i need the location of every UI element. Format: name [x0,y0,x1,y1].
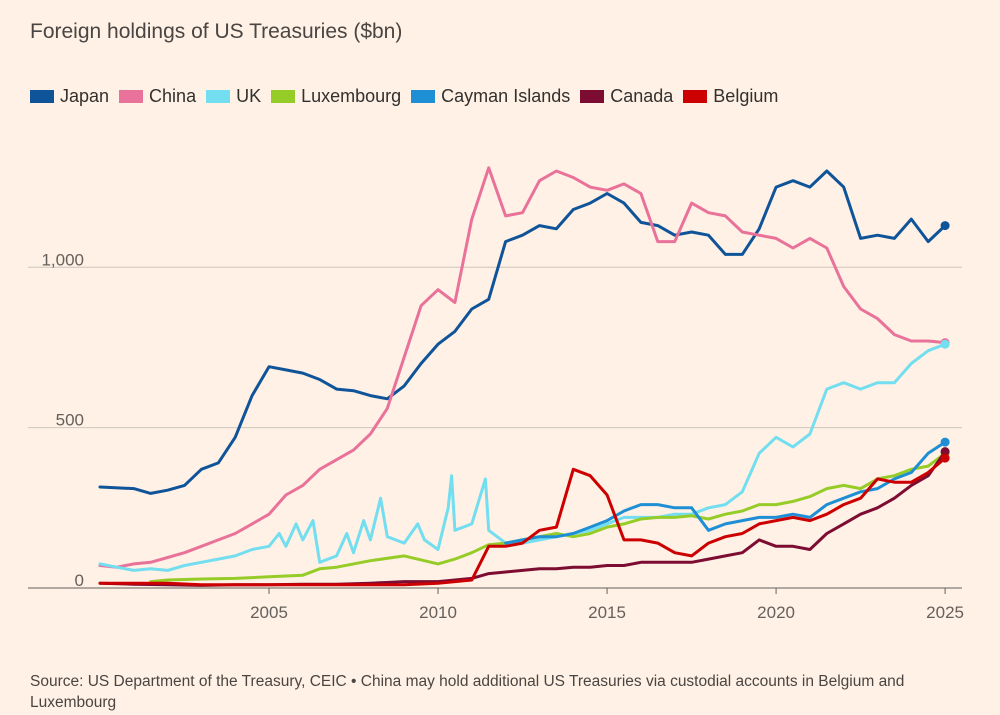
legend-swatch-japan [30,90,54,103]
x-tick-label: 2010 [419,603,457,622]
series-line-cayman-islands [504,440,947,545]
legend-label-china: China [149,86,197,106]
series-endpoint-canada [940,447,950,457]
y-tick-label: 500 [56,411,84,430]
legend-label-belgium: Belgium [713,86,779,106]
x-tick-label: 2020 [757,603,795,622]
legend-label-japan: Japan [60,86,110,106]
x-tick-label: 2005 [250,603,288,622]
series-line-china [98,166,947,569]
series-line-uk [98,342,947,572]
legend: Japan China UK Luxembourg Cayman Islands Cana… [30,86,788,107]
legend-label-uk: UK [236,86,262,106]
series-line-japan [98,169,947,495]
series-lines [98,166,950,587]
series-endpoint-belgium [940,453,950,463]
x-tick-label: 2025 [926,603,964,622]
legend-swatch-uk [206,90,231,103]
legend-item-canada: Canada [580,86,673,107]
x-tick-label: 2015 [588,603,626,622]
legend-swatch-luxembourg [271,90,296,103]
series-endpoint-uk [940,339,950,349]
legend-swatch-canada [580,90,605,103]
legend-swatch-china [119,90,144,103]
series-endpoint-cayman-islands [940,437,950,447]
series-line-belgium [98,456,947,587]
legend-item-belgium: Belgium [683,86,778,107]
y-axis-ticks: 0 500 1,000 [41,250,84,590]
y-tick-label: 0 [75,571,84,590]
series-endpoint-japan [940,221,950,231]
grid-lines [28,266,962,589]
y-tick-label: 1,000 [41,250,84,269]
legend-item-cayman-islands: Cayman Islands [411,86,570,107]
legend-swatch-belgium [683,90,708,103]
legend-label-luxembourg: Luxembourg [301,86,402,106]
legend-label-cayman-islands: Cayman Islands [441,86,571,106]
chart-title: Foreign holdings of US Treasuries ($bn) [30,20,403,43]
source-note: Source: US Department of the Treasury, C… [30,673,905,711]
x-axis-ticks: 2005 2010 2015 2020 2025 [250,588,964,622]
legend-item-uk: UK [206,86,261,107]
legend-item-luxembourg: Luxembourg [271,86,401,107]
legend-swatch-cayman-islands [411,90,436,103]
legend-label-canada: Canada [610,86,674,106]
series-line-luxembourg [149,451,947,584]
legend-item-china: China [119,86,196,107]
legend-item-japan: Japan [30,86,109,107]
